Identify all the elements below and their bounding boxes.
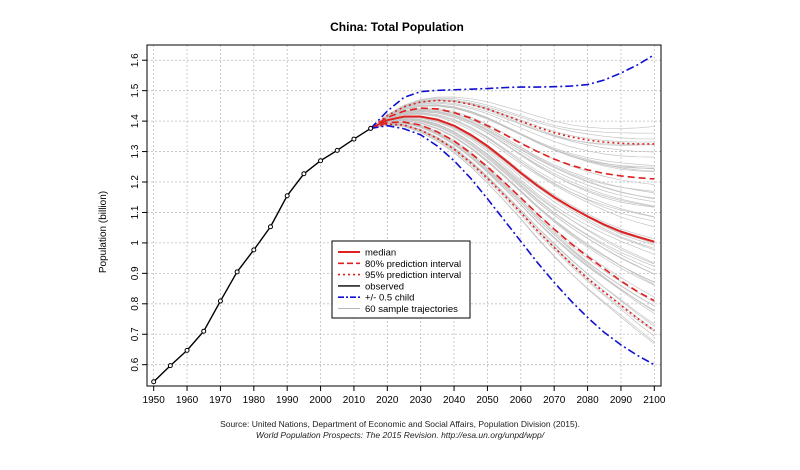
y-axis-label: Population (billion) xyxy=(98,191,109,273)
series-line-95-upper xyxy=(370,99,655,145)
legend-label: 60 sample trajectories xyxy=(365,304,458,315)
y-tick-label: 1.3 xyxy=(130,144,141,158)
sample-trajectory xyxy=(370,124,655,344)
x-tick-label: 1970 xyxy=(209,395,232,406)
sample-trajectory xyxy=(370,123,655,312)
x-axis: 1950 1960 1970 1980 1990 2000 2010 2020 2030 2040… xyxy=(143,386,666,406)
sample-trajectory xyxy=(370,119,655,275)
sample-trajectory xyxy=(370,113,655,228)
sample-trajectory xyxy=(370,99,655,143)
observed-point xyxy=(167,363,173,369)
y-tick-label: 1.6 xyxy=(130,53,141,67)
source-line-1: Source: United Nations, Department of Ec… xyxy=(220,419,580,429)
series-line-observed xyxy=(153,127,372,383)
sample-trajectory xyxy=(370,116,655,243)
observed-point xyxy=(301,171,307,177)
series-line-median xyxy=(370,115,655,243)
observed-point xyxy=(151,379,157,385)
sample-trajectory xyxy=(370,107,655,185)
series-line-95-lower xyxy=(370,123,655,332)
legend-label: 95% prediction interval xyxy=(365,270,461,281)
observed-point xyxy=(351,136,357,142)
x-tick-label: 1960 xyxy=(176,395,199,406)
x-tick-label: 2010 xyxy=(343,395,366,406)
sample-trajectory xyxy=(370,120,655,283)
legend-label: 80% prediction interval xyxy=(365,259,461,270)
sample-trajectory xyxy=(370,122,655,307)
observed-point xyxy=(334,147,340,153)
x-tick-label: 2100 xyxy=(643,395,666,406)
observed-point xyxy=(284,193,290,199)
sample-trajectory xyxy=(370,123,655,331)
series-lines xyxy=(153,54,655,383)
sample-trajectory xyxy=(370,111,655,208)
observed-point xyxy=(318,158,324,164)
sample-trajectory xyxy=(370,117,655,264)
y-tick-label: 0.6 xyxy=(130,357,141,371)
sample-trajectory xyxy=(370,117,655,255)
y-tick-label: 1.4 xyxy=(130,114,141,128)
observed-point xyxy=(368,125,374,131)
sample-trajectory xyxy=(370,123,655,327)
y-tick-label: 1.1 xyxy=(130,205,141,219)
y-tick-label: 1.5 xyxy=(130,83,141,97)
sample-trajectory xyxy=(370,104,655,170)
series-line-80-lower xyxy=(370,121,655,302)
sample-trajectory xyxy=(370,116,655,246)
sample-trajectory xyxy=(370,109,655,200)
plot-frame xyxy=(146,44,662,387)
x-tick-label: 2030 xyxy=(410,395,433,406)
observed-point xyxy=(251,247,257,253)
sample-trajectory xyxy=(370,99,655,140)
x-tick-label: 1950 xyxy=(143,395,166,406)
legend-label: observed xyxy=(365,281,404,292)
sample-trajectory xyxy=(370,123,655,337)
sample-trajectory xyxy=(370,118,655,265)
x-tick-label: 2020 xyxy=(376,395,399,406)
sample-trajectory xyxy=(370,118,655,271)
sample-trajectories xyxy=(370,96,655,344)
y-tick-label: 0.8 xyxy=(130,296,141,310)
sample-trajectory xyxy=(370,108,655,194)
legend-box xyxy=(331,240,471,319)
x-tick-label: 2060 xyxy=(510,395,533,406)
x-tick-label: 2090 xyxy=(610,395,633,406)
y-tick-label: 1.2 xyxy=(130,175,141,189)
y-tick-label: 1 xyxy=(130,240,141,246)
series-line-80-upper xyxy=(370,107,655,180)
x-tick-label: 1980 xyxy=(243,395,266,406)
y-axis: 0.6 0.7 0.8 0.9 1 1.1 1.2 1.3 1.4 1.5 1.6 xyxy=(130,53,147,372)
observed-point xyxy=(267,224,273,230)
x-tick-label: 2080 xyxy=(576,395,599,406)
x-tick-label: 2050 xyxy=(476,395,499,406)
sample-trajectory xyxy=(370,102,655,158)
x-tick-label: 2070 xyxy=(543,395,566,406)
observed-point xyxy=(234,269,240,275)
observed-point xyxy=(201,328,207,334)
sample-trajectory xyxy=(370,118,655,267)
y-tick-label: 0.7 xyxy=(130,327,141,341)
sample-trajectory xyxy=(370,96,655,129)
source-line-2: World Population Prospects: The 2015 Rev… xyxy=(255,430,545,440)
series-line-0-5-child xyxy=(370,124,655,366)
x-tick-label: 1990 xyxy=(276,395,299,406)
sample-trajectory xyxy=(370,110,655,203)
sample-trajectory xyxy=(370,112,655,218)
y-tick-label: 0.9 xyxy=(130,266,141,280)
series-line-0-5-child xyxy=(370,54,655,129)
legend-label: +/- 0.5 child xyxy=(365,293,414,304)
sample-trajectory xyxy=(370,104,655,166)
sample-trajectory xyxy=(370,97,655,134)
observed-point xyxy=(184,347,190,353)
observed-markers xyxy=(151,125,374,385)
chart-title: China: Total Population xyxy=(330,20,464,34)
legend-label: median xyxy=(365,248,396,259)
x-tick-label: 2000 xyxy=(309,395,332,406)
sample-trajectory xyxy=(370,101,655,153)
observed-point xyxy=(217,298,223,304)
x-tick-label: 2040 xyxy=(443,395,466,406)
